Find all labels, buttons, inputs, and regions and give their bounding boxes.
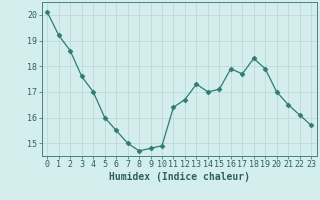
X-axis label: Humidex (Indice chaleur): Humidex (Indice chaleur) bbox=[109, 172, 250, 182]
